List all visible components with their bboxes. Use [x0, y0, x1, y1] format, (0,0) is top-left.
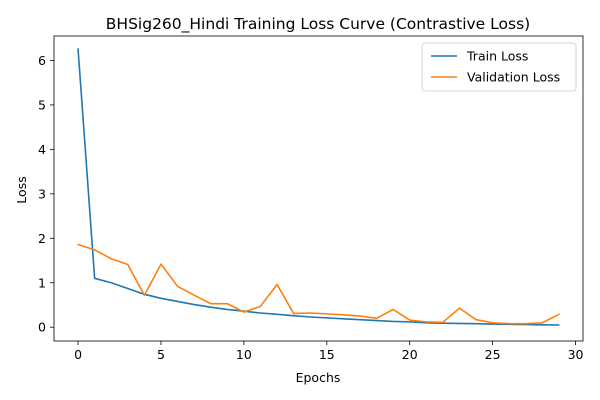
y-tick-label: 6 [38, 53, 46, 68]
legend-box [421, 42, 577, 92]
x-axis-label: Epochs [296, 370, 341, 385]
plot-frame [53, 35, 584, 342]
y-tick-label: 1 [38, 275, 46, 290]
legend: Train Loss Validation Loss [421, 42, 577, 92]
y-tick-label: 0 [38, 320, 46, 335]
x-tick-label: 5 [157, 347, 165, 362]
y-tick-label: 2 [38, 231, 46, 246]
chart-title: BHSig260_Hindi Training Loss Curve (Cont… [106, 15, 530, 34]
legend-label-validation: Validation Loss [467, 70, 560, 85]
legend-label-train: Train Loss [466, 49, 528, 64]
x-tick-label: 20 [402, 347, 418, 362]
x-tick-label: 0 [74, 347, 82, 362]
x-tick-label: 25 [485, 347, 501, 362]
y-axis-label: Loss [14, 176, 29, 203]
series-line-validation-loss [77, 243, 560, 325]
x-tick-label: 10 [236, 347, 252, 362]
y-tick-label: 5 [38, 97, 46, 112]
x-tick-label: 15 [319, 347, 335, 362]
x-tick-label: 30 [568, 347, 584, 362]
y-tick-label: 3 [38, 186, 46, 201]
series-line-train-loss [77, 48, 560, 326]
y-tick-label: 4 [38, 142, 46, 157]
